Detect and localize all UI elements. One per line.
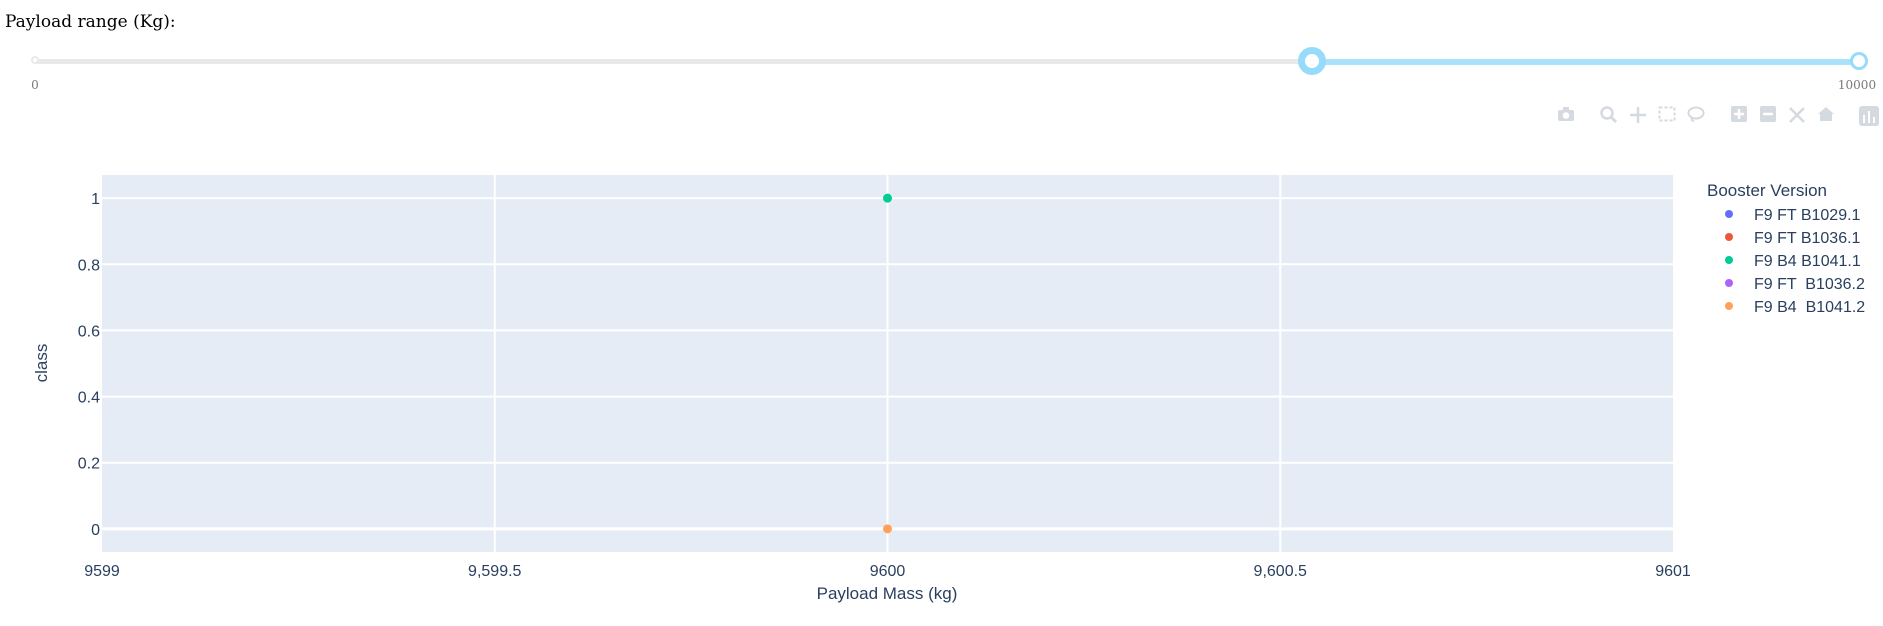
y-tick-label: 0.6 bbox=[78, 323, 100, 340]
pan-icon[interactable] bbox=[1623, 106, 1652, 126]
x-tick-label: 9600 bbox=[870, 563, 906, 580]
legend-item-label[interactable]: F9 B4 B1041.1 bbox=[1754, 253, 1861, 270]
slider-track[interactable] bbox=[1311, 59, 1859, 65]
x-tick-label: 9,600.5 bbox=[1254, 563, 1307, 580]
payload-range-slider[interactable]: 0 10000 bbox=[0, 44, 1883, 94]
modebar bbox=[1551, 106, 1883, 126]
y-tick-labels: 0 0.2 0.4 0.6 0.8 1 bbox=[78, 191, 100, 539]
legend-marker[interactable] bbox=[1725, 279, 1733, 287]
slider-label: Payload range (Kg): bbox=[5, 12, 176, 32]
legend-marker[interactable] bbox=[1725, 302, 1733, 310]
slider-mark-min-label: 0 bbox=[31, 78, 39, 92]
x-gridlines bbox=[493, 175, 1282, 552]
y-axis-title: class bbox=[32, 344, 51, 383]
legend-marker[interactable] bbox=[1725, 210, 1733, 218]
zoom-in-icon[interactable] bbox=[1724, 106, 1753, 126]
data-point[interactable] bbox=[883, 524, 892, 534]
legend-title: Booster Version bbox=[1707, 181, 1827, 200]
plotly-logo-icon[interactable] bbox=[1854, 106, 1883, 126]
legend-item-label[interactable]: F9 FT B1036.2 bbox=[1754, 276, 1865, 293]
x-tick-label: 9599 bbox=[84, 563, 120, 580]
autoscale-icon[interactable] bbox=[1782, 106, 1811, 126]
scatter-chart: 9599 9,599.5 9600 9,600.5 9601 0 0.2 0.4 0.6 0.8… bbox=[32, 175, 1865, 603]
zoom-icon[interactable] bbox=[1594, 106, 1623, 126]
x-tick-label: 9,599.5 bbox=[468, 563, 521, 580]
legend-marker[interactable] bbox=[1725, 233, 1733, 241]
legend-marker[interactable] bbox=[1725, 256, 1733, 264]
legend-item-label[interactable]: F9 FT B1029.1 bbox=[1754, 207, 1861, 224]
reset-axes-icon[interactable] bbox=[1811, 106, 1840, 126]
y-tick-label: 0.2 bbox=[78, 456, 100, 473]
box-select-icon[interactable] bbox=[1652, 106, 1681, 126]
slider-mark-max-label: 10000 bbox=[1837, 78, 1877, 92]
x-tick-label: 9601 bbox=[1655, 563, 1691, 580]
slider-mark-dot-min bbox=[31, 56, 39, 64]
y-tick-label: 1 bbox=[91, 191, 100, 208]
x-axis-title: Payload Mass (kg) bbox=[817, 584, 958, 603]
y-tick-label: 0 bbox=[91, 522, 100, 539]
legend-item-label[interactable]: F9 B4 B1041.2 bbox=[1754, 299, 1865, 316]
y-tick-label: 0.4 bbox=[78, 390, 100, 407]
data-points bbox=[883, 193, 892, 534]
y-tick-label: 0.8 bbox=[78, 257, 100, 274]
x-tick-labels: 9599 9,599.5 9600 9,600.5 9601 bbox=[84, 563, 1691, 580]
slider-handle-low[interactable] bbox=[1297, 47, 1326, 75]
slider-rail[interactable] bbox=[35, 59, 1859, 64]
slider-handle-high[interactable] bbox=[1850, 52, 1868, 70]
legend-item-label[interactable]: F9 FT B1036.1 bbox=[1754, 230, 1861, 247]
camera-icon[interactable] bbox=[1551, 106, 1580, 126]
legend: Booster Version F9 FT B1029.1 F9 FT B1036… bbox=[1707, 181, 1865, 316]
lasso-select-icon[interactable] bbox=[1681, 106, 1710, 126]
data-point[interactable] bbox=[883, 193, 892, 203]
zoom-out-icon[interactable] bbox=[1753, 106, 1782, 126]
